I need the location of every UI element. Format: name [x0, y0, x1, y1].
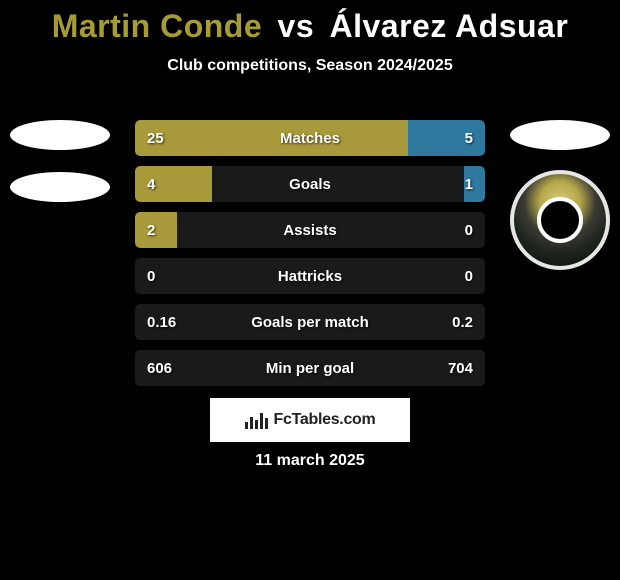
brand-chart-icon [245, 411, 268, 429]
stat-value-right: 1 [465, 166, 473, 202]
generated-date: 11 march 2025 [0, 452, 620, 470]
comparison-title: Martin Conde vs Álvarez Adsuar [0, 0, 620, 45]
stat-value-right: 0.2 [452, 304, 473, 340]
stat-label: Hattricks [135, 258, 485, 294]
placeholder-oval [10, 120, 110, 150]
stat-label: Matches [135, 120, 485, 156]
placeholder-oval [510, 120, 610, 150]
stat-value-right: 5 [465, 120, 473, 156]
stat-label: Goals per match [135, 304, 485, 340]
brand-banner: FcTables.com [210, 398, 410, 442]
stat-row: 4Goals1 [135, 166, 485, 202]
player1-name: Martin Conde [52, 8, 262, 44]
stat-value-right: 0 [465, 212, 473, 248]
brand-text: FcTables.com [274, 411, 376, 429]
club-badge [510, 170, 610, 270]
player1-avatar [10, 120, 110, 220]
stat-row: 2Assists0 [135, 212, 485, 248]
stat-label: Min per goal [135, 350, 485, 386]
placeholder-oval [10, 172, 110, 202]
stat-label: Goals [135, 166, 485, 202]
stats-container: 25Matches54Goals12Assists00Hattricks00.1… [135, 120, 485, 396]
vs-label: vs [278, 8, 315, 44]
stat-value-right: 0 [465, 258, 473, 294]
subtitle: Club competitions, Season 2024/2025 [0, 57, 620, 75]
stat-row: 0.16Goals per match0.2 [135, 304, 485, 340]
stat-label: Assists [135, 212, 485, 248]
player2-name: Álvarez Adsuar [330, 8, 569, 44]
stat-row: 606Min per goal704 [135, 350, 485, 386]
stat-value-right: 704 [448, 350, 473, 386]
stat-row: 25Matches5 [135, 120, 485, 156]
club-badge-inner [537, 197, 583, 243]
stat-row: 0Hattricks0 [135, 258, 485, 294]
